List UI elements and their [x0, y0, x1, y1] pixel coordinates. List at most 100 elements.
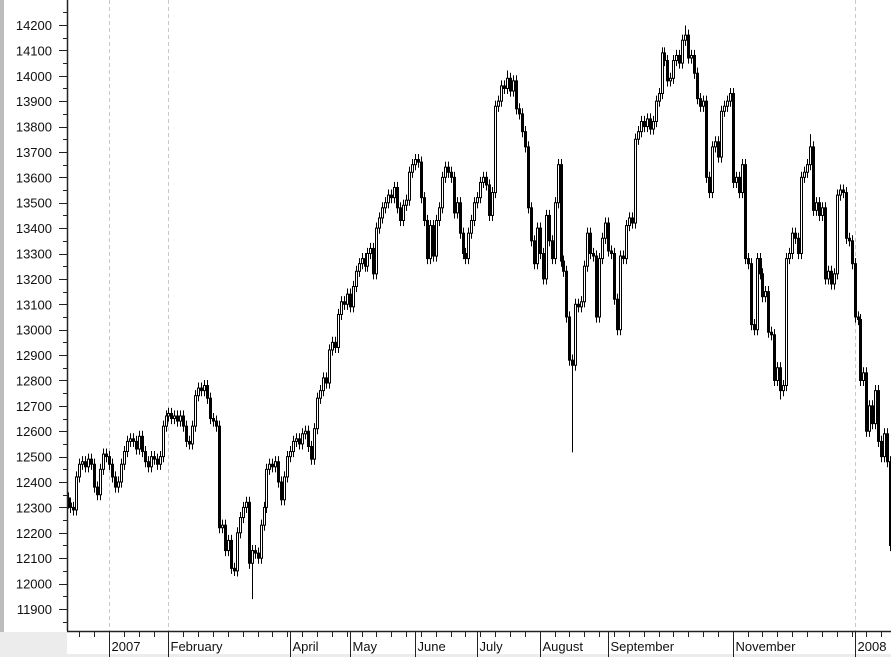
- candle-body-up: [162, 425, 165, 458]
- candle-body-down: [230, 539, 233, 569]
- candle: [144, 445, 147, 468]
- candle-body-down: [696, 72, 699, 100]
- y-axis: 11900 12000 12100 12200 12300 12400 12500 12600…: [16, 0, 69, 631]
- candle: [613, 247, 616, 305]
- candle-body-up: [438, 207, 441, 222]
- candle-body-up: [378, 217, 381, 229]
- candle: [78, 458, 81, 483]
- candle-body-up: [580, 301, 583, 308]
- candle: [393, 181, 396, 204]
- candle-body-up: [337, 313, 340, 348]
- candle: [628, 212, 631, 232]
- candle: [117, 476, 120, 493]
- candle: [108, 451, 111, 470]
- candle-body-up: [179, 415, 182, 422]
- candle: [447, 161, 450, 178]
- candle-body-up: [500, 85, 503, 102]
- candle: [536, 222, 539, 270]
- candle-body-down: [539, 227, 542, 255]
- candle-body-up: [868, 405, 871, 432]
- candle-body-up: [661, 52, 664, 95]
- candle: [497, 95, 500, 112]
- candle-body-up: [681, 39, 684, 64]
- candle: [414, 153, 417, 171]
- candle-body-up: [625, 225, 628, 260]
- candle-body-up: [456, 202, 459, 214]
- candle: [759, 253, 762, 280]
- candle: [607, 217, 610, 257]
- y-tick-label: 13100: [16, 297, 52, 312]
- candle-body-up: [723, 105, 726, 112]
- candle-body-down: [560, 164, 563, 262]
- candle: [503, 80, 506, 95]
- candle: [824, 202, 827, 285]
- candle: [479, 176, 482, 204]
- candle: [464, 247, 467, 265]
- candle-body-down: [257, 552, 260, 559]
- candle-body-up: [479, 181, 482, 199]
- candle: [788, 247, 791, 265]
- candle: [833, 268, 836, 290]
- candle-body-up: [785, 258, 788, 387]
- y-tick-label: 12200: [16, 526, 52, 541]
- candle-body-down: [509, 77, 512, 92]
- candle-body-down: [390, 194, 393, 199]
- candle-body-down: [503, 85, 506, 89]
- candle-body-down: [708, 176, 711, 194]
- candle: [462, 227, 465, 260]
- candle: [72, 501, 75, 516]
- candle: [114, 471, 117, 493]
- candle-body-down: [254, 550, 257, 554]
- y-tick-label: 13500: [16, 196, 52, 211]
- candle: [69, 497, 72, 513]
- candle-body-down: [616, 298, 619, 331]
- candle-body-up: [274, 461, 277, 468]
- candle-body-up: [260, 524, 263, 559]
- candle-body-down: [649, 118, 652, 130]
- y-tick-label: 14200: [16, 18, 52, 33]
- candle: [355, 265, 358, 293]
- candle-body-up: [764, 291, 767, 298]
- candle-body-down: [450, 171, 453, 178]
- candle: [453, 171, 456, 219]
- candle: [554, 197, 557, 265]
- candle-body-up: [836, 194, 839, 275]
- y-tick-label: 13000: [16, 323, 52, 338]
- x-tick-label: September: [611, 639, 675, 654]
- candle: [836, 189, 839, 280]
- candle-body-up: [289, 451, 292, 458]
- candle-body-up: [81, 461, 84, 465]
- candle: [212, 412, 215, 427]
- candle: [494, 100, 497, 199]
- candle: [610, 245, 613, 260]
- candle: [236, 527, 239, 577]
- candle-body-up: [619, 255, 622, 331]
- candle-body-down: [233, 567, 236, 572]
- candle-body-down: [761, 273, 764, 298]
- candle: [438, 202, 441, 227]
- candle: [770, 326, 773, 341]
- candle-body-up: [286, 456, 289, 478]
- candle: [568, 311, 571, 366]
- candle-body-down: [147, 461, 150, 468]
- y-tick-label: 13300: [16, 247, 52, 262]
- candle-body-up: [366, 253, 369, 267]
- candle-body-up: [652, 120, 655, 130]
- candle-body-up: [411, 164, 414, 173]
- candle-body-up: [815, 202, 818, 211]
- candle: [444, 161, 447, 183]
- candle: [111, 458, 114, 483]
- candle: [476, 192, 479, 209]
- candle-body-up: [809, 146, 812, 166]
- candle-body-down: [753, 324, 756, 331]
- candle: [711, 141, 714, 199]
- candle-body-up: [167, 412, 170, 417]
- candle-body-up: [340, 301, 343, 315]
- candle-body-up: [369, 247, 372, 255]
- candle-body-down: [271, 463, 274, 468]
- candle-body-down: [886, 433, 889, 463]
- candle-body-up: [159, 456, 162, 465]
- x-tick-label: 2007: [112, 639, 141, 654]
- candle: [450, 166, 453, 183]
- candle-body-up: [435, 220, 438, 257]
